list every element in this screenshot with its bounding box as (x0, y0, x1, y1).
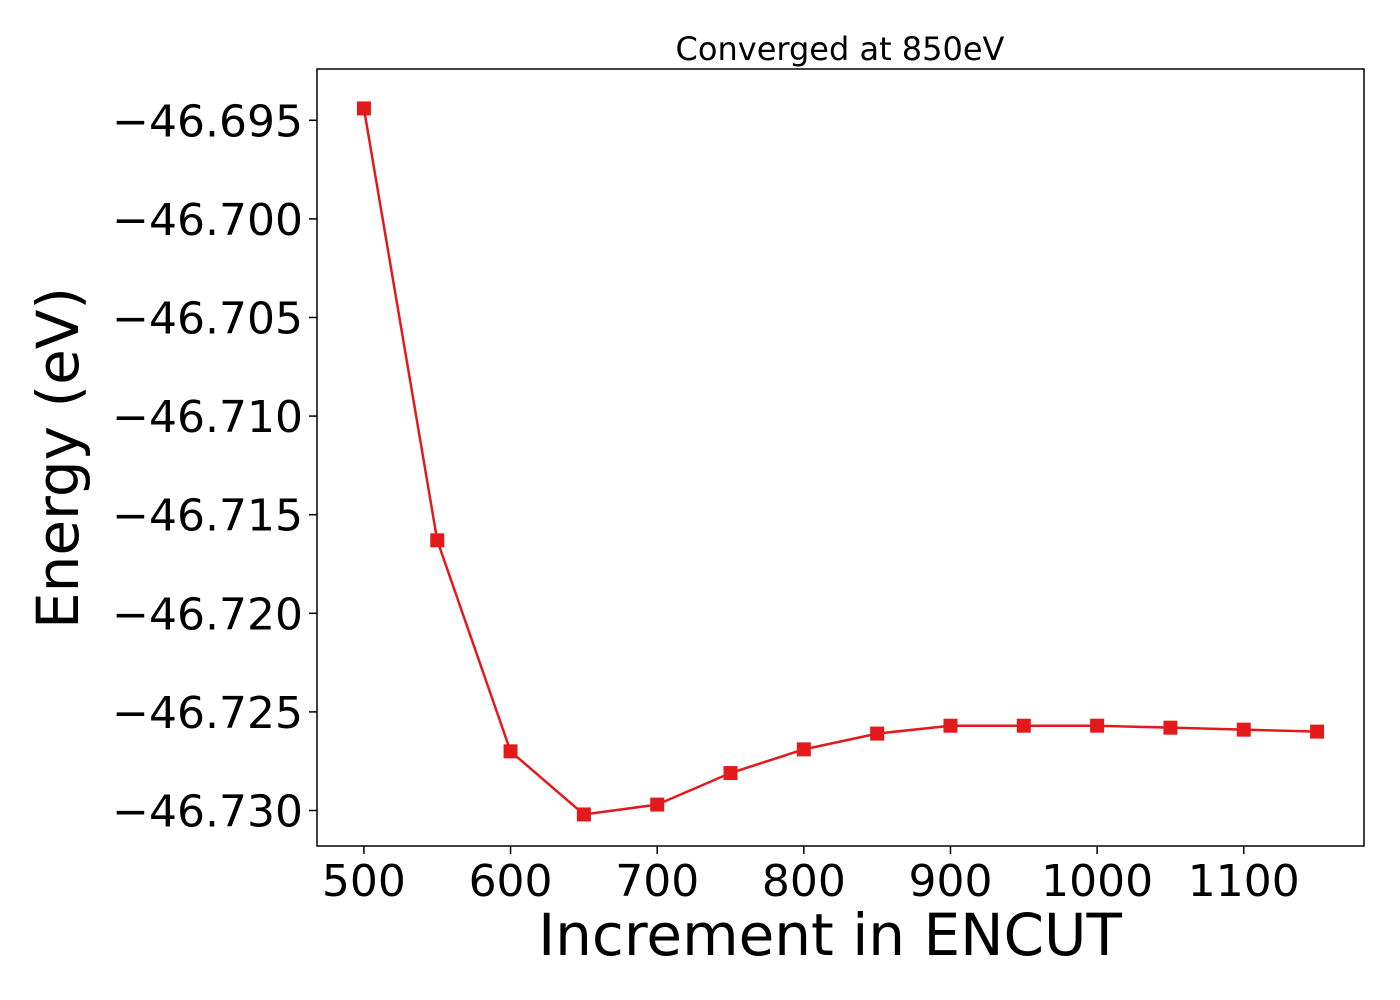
y-tick-label: −46.725 (112, 688, 303, 739)
y-tick-label: −46.705 (112, 293, 303, 344)
data-point-marker (1090, 718, 1105, 733)
series-line (362, 108, 1318, 816)
data-point-marker (503, 744, 518, 759)
x-tick-label: 800 (762, 856, 846, 907)
x-tick-label: 700 (615, 856, 699, 907)
x-axis-ticks: 500 600 700 800 900 1000 1100 (322, 846, 1300, 907)
plot-area (316, 68, 1365, 847)
y-tick-label: −46.730 (112, 787, 303, 838)
y-tick-label: −46.700 (112, 195, 303, 246)
x-tick-label: 500 (322, 856, 406, 907)
x-tick-label: 1000 (1041, 856, 1153, 907)
y-tick-label: −46.695 (112, 96, 303, 147)
data-point-marker (356, 101, 371, 116)
y-axis-ticks: −46.695 −46.700 −46.705 −46.710 −46.715 −46.7… (112, 96, 317, 838)
data-point-marker (943, 718, 958, 733)
y-tick-label: −46.720 (112, 589, 303, 640)
data-point-marker (1016, 718, 1031, 733)
data-point-marker (1236, 722, 1251, 737)
data-point-marker (870, 726, 885, 741)
data-point-marker (1310, 724, 1325, 739)
y-axis-title: Energy (eV) (24, 287, 92, 629)
data-point-marker (576, 807, 591, 822)
data-point-marker (723, 766, 738, 781)
x-tick-label: 900 (908, 856, 992, 907)
chart-title: Converged at 850eV (676, 30, 1005, 68)
x-tick-label: 600 (469, 856, 553, 907)
y-tick-label: −46.715 (112, 491, 303, 542)
x-axis-title: Increment in ENCUT (538, 901, 1122, 969)
data-point-marker (650, 797, 665, 812)
data-point-marker (430, 533, 445, 548)
data-point-marker (1163, 720, 1178, 735)
data-point-marker (796, 742, 811, 757)
y-tick-label: −46.710 (112, 392, 303, 443)
series-markers (356, 101, 1325, 822)
x-tick-label: 1100 (1188, 856, 1300, 907)
